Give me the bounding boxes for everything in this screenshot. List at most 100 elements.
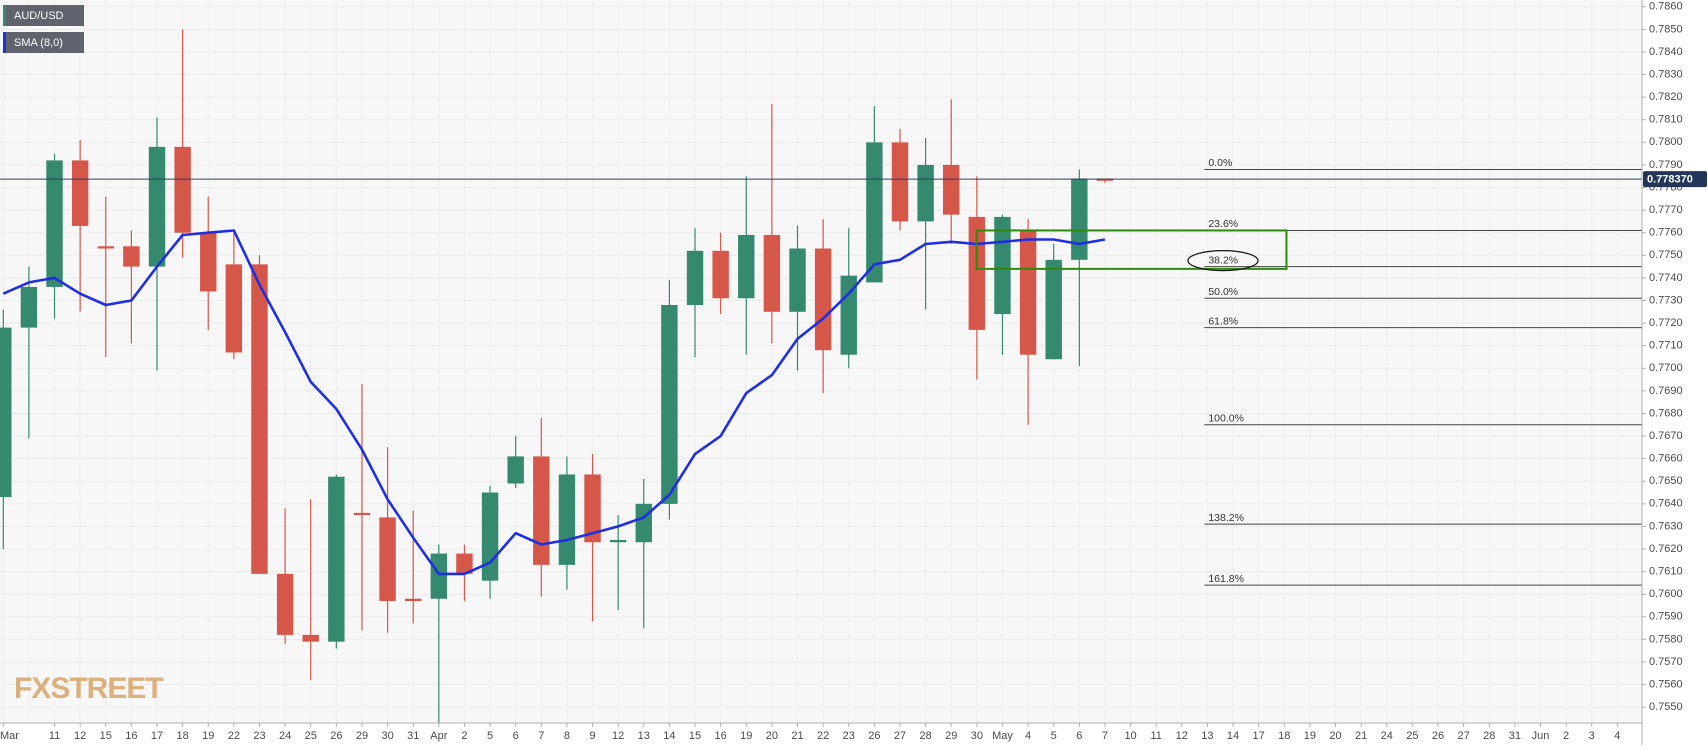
y-tick-label: 0.7640 [1649, 498, 1683, 510]
candle-body [328, 476, 345, 642]
highlight-ellipse [1187, 250, 1259, 272]
x-tick-label: 21 [791, 730, 803, 742]
y-tick-label: 0.7730 [1649, 294, 1683, 306]
fib-label: 23.6% [1208, 218, 1238, 230]
y-tick-label: 0.7680 [1649, 407, 1683, 419]
x-tick-label: 21 [1355, 730, 1367, 742]
fib-label: 61.8% [1208, 315, 1238, 327]
x-tick-label: 27 [894, 730, 906, 742]
y-tick-label: 0.7650 [1649, 475, 1683, 487]
x-tick-label: 17 [1253, 730, 1265, 742]
y-tick-label: 0.7610 [1649, 566, 1683, 578]
candle-body [302, 634, 319, 642]
candle-body [1071, 178, 1088, 260]
candle-body [558, 474, 576, 565]
x-tick-label: 18 [176, 730, 188, 742]
x-tick-label: 2 [461, 730, 467, 742]
candle-body [507, 456, 524, 484]
x-tick-label: 2 [1563, 730, 1569, 742]
fib-label: 0.0% [1208, 157, 1232, 169]
plot-background [0, 0, 1642, 723]
x-tick-label: 31 [407, 730, 419, 742]
candle-body [1019, 230, 1037, 355]
x-tick-label: 20 [1329, 730, 1341, 742]
x-tick-label: 19 [740, 730, 752, 742]
x-tick-label: 23 [843, 730, 855, 742]
y-tick-label: 0.7840 [1649, 46, 1683, 58]
x-tick-label: 4 [1614, 730, 1620, 742]
x-tick-label: 26 [330, 730, 342, 742]
y-tick-label: 0.7710 [1649, 340, 1683, 352]
legend-swatch [3, 5, 6, 26]
x-tick-label: 12 [74, 730, 86, 742]
x-tick-label: 19 [1304, 730, 1316, 742]
x-tick-label: 25 [1406, 730, 1418, 742]
x-tick-label: 5 [487, 730, 493, 742]
y-tick-label: 0.7740 [1649, 272, 1683, 284]
x-tick-label: 3 [1589, 730, 1595, 742]
x-tick-label: 25 [305, 730, 317, 742]
x-tick-label: 6 [513, 730, 519, 742]
x-tick-label: 22 [817, 730, 829, 742]
y-tick-label: 0.7760 [1649, 227, 1683, 239]
candle-body [584, 474, 601, 543]
y-tick-label: 0.7790 [1649, 159, 1683, 171]
candle-body [840, 275, 857, 355]
x-tick-label: 7 [538, 730, 544, 742]
candle-body [404, 598, 422, 601]
x-tick-label: 26 [868, 730, 880, 742]
candle-body [609, 539, 627, 543]
x-tick-label: 23 [253, 730, 265, 742]
x-tick-label: 17 [151, 730, 163, 742]
candle-body [943, 164, 960, 215]
candle-body [738, 234, 755, 299]
x-tick-label: 13 [1201, 730, 1213, 742]
x-tick-label: Mar [0, 730, 19, 742]
last-price-label: 0.778370 [1647, 174, 1693, 186]
zone-box [975, 229, 1288, 270]
x-tick-label: 6 [1076, 730, 1082, 742]
x-tick-label: 13 [638, 730, 650, 742]
legend: AUD/USD SMA (8,0) [3, 5, 84, 53]
candle-body [635, 503, 652, 543]
x-tick-label: 30 [971, 730, 983, 742]
x-tick-label: 22 [228, 730, 240, 742]
legend-label: AUD/USD [14, 10, 64, 22]
x-tick-label: 12 [1176, 730, 1188, 742]
x-tick-label: 5 [1051, 730, 1057, 742]
y-tick-label: 0.7860 [1649, 1, 1683, 13]
y-tick-label: 0.7720 [1649, 317, 1683, 329]
y-tick-label: 0.7700 [1649, 362, 1683, 374]
last-price-tag [1643, 171, 1707, 188]
x-tick-label: 11 [1150, 730, 1161, 742]
candle-body [994, 216, 1011, 315]
y-tick-label: 0.7560 [1649, 678, 1683, 690]
x-tick-label: 28 [1483, 730, 1495, 742]
fib-label: 38.2% [1208, 254, 1238, 266]
x-tick-label: Jun [1532, 730, 1550, 742]
y-tick-label: 0.7590 [1649, 611, 1683, 623]
candle-body [789, 248, 806, 312]
candle-body [123, 246, 140, 267]
y-tick-label: 0.7550 [1649, 701, 1683, 713]
marks: 0.0% 23.6% 38.2% 50.0% 61.8% 100.0% 138.2% 161.… [0, 29, 1642, 723]
candle-body [891, 142, 909, 222]
y-tick-label: 0.7770 [1649, 204, 1683, 216]
candle-body [200, 232, 217, 292]
y-tick-label: 0.7810 [1649, 114, 1683, 126]
x-tick-label: May [992, 730, 1013, 742]
legend-box [3, 32, 84, 53]
candle-body [148, 146, 166, 267]
x-tick-label: 7 [1102, 730, 1108, 742]
fib-label: 100.0% [1208, 413, 1244, 425]
x-tick-label: 30 [381, 730, 393, 742]
x-tick-label: 20 [766, 730, 778, 742]
candle-body [814, 248, 832, 351]
candle-body [20, 286, 38, 328]
y-tick-label: 0.7670 [1649, 430, 1683, 442]
x-tick-label: 14 [663, 730, 675, 742]
x-tick-label: 8 [564, 730, 570, 742]
x-tick-label: 14 [1227, 730, 1239, 742]
x-tick-label: 26 [1432, 730, 1444, 742]
